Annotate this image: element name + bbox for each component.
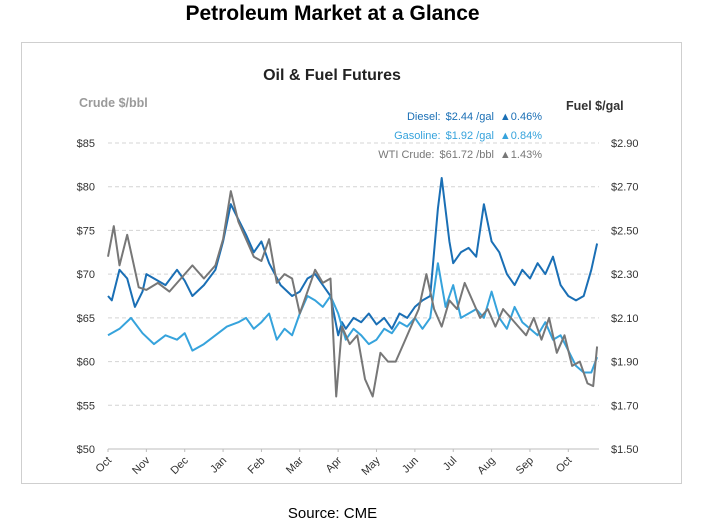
right-tick-label: $2.90 (611, 138, 639, 150)
right-tick-label: $2.30 (611, 269, 639, 281)
right-tick-label: $1.90 (611, 357, 639, 369)
x-tick-label: Nov (130, 454, 153, 477)
x-tick-label: Oct (94, 455, 115, 476)
chart-title: Oil & Fuel Futures (263, 67, 401, 84)
legend-entry: Diesel: $2.44 /gal ▲0.46% (407, 111, 542, 123)
x-tick-label: Aug (475, 455, 497, 477)
series-lines (107, 177, 599, 398)
oil-fuel-futures-chart: Oil & Fuel Futures Crude $/bbl Fuel $/ga… (77, 67, 639, 478)
x-tick-label: Jul (441, 455, 459, 473)
x-tick-label: Jun (400, 455, 421, 476)
x-tick-label: Mar (284, 454, 306, 476)
left-tick-label: $50 (77, 444, 95, 456)
x-tick-label: Dec (169, 454, 192, 477)
left-tick-label: $65 (77, 313, 95, 325)
left-tick-label: $85 (77, 138, 95, 150)
left-tick-label: $70 (77, 269, 95, 281)
legend-entry: WTI Crude: $61.72 /bbl ▲1.43% (378, 149, 542, 161)
right-axis-title: Fuel $/gal (566, 99, 624, 113)
left-tick-label: $80 (77, 182, 95, 194)
x-tick-label: Jan (208, 455, 229, 476)
page-title: Petroleum Market at a Glance (185, 2, 480, 25)
axes: $50 $1.50 $55 $1.70 $60 $1.90 $65 $2.10 $70 $2.30… (77, 138, 639, 478)
series-line-gasoline (107, 262, 599, 374)
left-axis-title: Crude $/bbl (79, 96, 148, 110)
x-tick-label: May (359, 454, 383, 478)
chart-frame: Oil & Fuel Futures Crude $/bbl Fuel $/ga… (21, 42, 682, 484)
left-tick-label: $75 (77, 225, 95, 237)
legend-entry: Gasoline: $1.92 /gal ▲0.84% (394, 130, 542, 142)
right-tick-label: $2.50 (611, 225, 639, 237)
series-line-diesel (107, 177, 599, 337)
grid-lines (108, 142, 599, 450)
right-tick-label: $2.10 (611, 313, 639, 325)
right-tick-label: $1.50 (611, 444, 639, 456)
right-tick-label: $2.70 (611, 182, 639, 194)
left-tick-label: $60 (77, 357, 95, 369)
x-tick-label: Sep (514, 455, 536, 477)
left-tick-label: $55 (77, 400, 95, 412)
x-tick-label: Oct (554, 455, 575, 476)
source-note: Source: CME (287, 505, 378, 522)
legend: Diesel: $2.44 /gal ▲0.46% Gasoline: $1.92 /g… (378, 111, 542, 161)
series-line-wti-crude (107, 190, 599, 398)
right-tick-label: $1.70 (611, 400, 639, 412)
x-tick-label: Apr (324, 454, 345, 475)
x-tick-label: Feb (246, 455, 268, 477)
